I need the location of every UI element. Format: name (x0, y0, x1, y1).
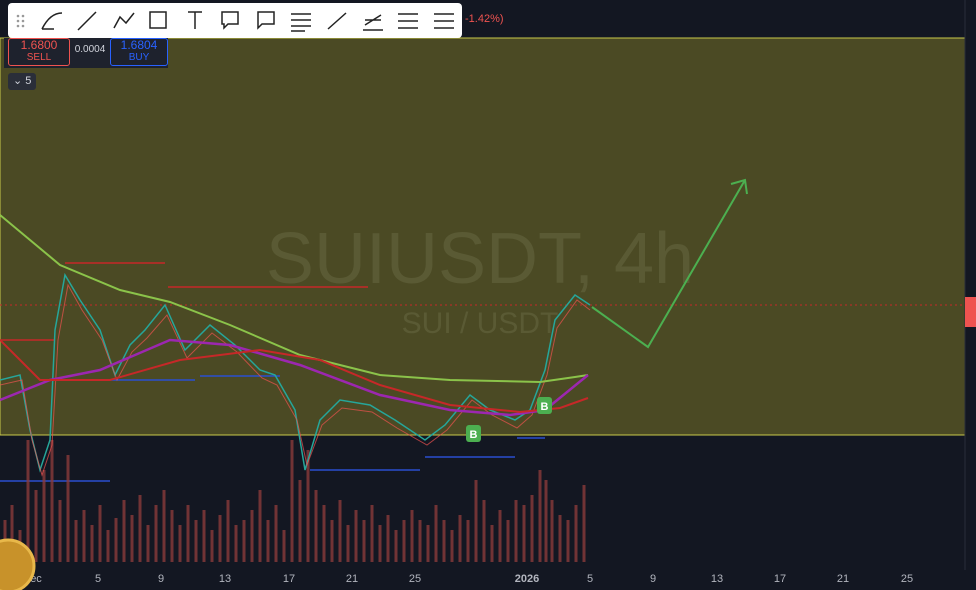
x-tick-label: 5 (587, 573, 593, 585)
trade-panel: 1.6800 SELL 0.0004 1.6804 BUY (4, 38, 168, 68)
buy-button[interactable]: 1.6804 BUY (110, 38, 168, 66)
x-tick-label: 21 (346, 573, 358, 585)
price-down (0, 283, 591, 477)
projection-arrow (591, 179, 746, 349)
x-tick-label: 21 (837, 573, 849, 585)
price-tag (965, 297, 976, 327)
volume (3, 440, 586, 562)
path-tool[interactable] (113, 12, 135, 29)
comment-tool[interactable] (257, 11, 275, 30)
drag-handle[interactable] (16, 14, 25, 28)
coin-icon (0, 538, 36, 590)
watermark-symbol: SUIUSDT, 4h (266, 219, 694, 299)
ma-fast (0, 339, 589, 414)
x-tick-label: 9 (650, 573, 656, 585)
text-tool[interactable] (188, 11, 202, 29)
interval-label: 5 (25, 75, 32, 87)
buy-label: BUY (128, 52, 150, 63)
ma-mid (0, 338, 589, 417)
x-tick-label: 13 (711, 573, 723, 585)
arrow-head (730, 178, 748, 195)
watermark-pair: SUI / USDT (402, 307, 559, 340)
levels-tool[interactable] (398, 13, 418, 29)
x-tick-label: 17 (774, 573, 786, 585)
ray-tool[interactable] (327, 12, 347, 30)
brush-tool[interactable] (41, 12, 63, 30)
x-tick-label: 5 (95, 573, 101, 585)
x-tick-label: 2026 (515, 573, 539, 585)
x-axis: ec 5 9 13 17 21 25 2026 5 9 13 17 21 25 (30, 573, 913, 585)
x-tick-label: 13 (219, 573, 231, 585)
rectangle-tool[interactable] (149, 11, 167, 29)
x-tick-label: 25 (409, 573, 421, 585)
text-lines-tool[interactable] (291, 13, 311, 32)
line-tool[interactable] (77, 11, 97, 31)
signal-label: B (541, 401, 549, 413)
zone (0, 37, 966, 436)
signal-badge (537, 397, 552, 414)
interval-toggle[interactable]: ⌄ 5 (8, 73, 36, 90)
buy-price: 1.6804 (120, 38, 158, 52)
x-tick-label: 9 (158, 573, 164, 585)
channel-tool[interactable] (434, 13, 454, 29)
sell-price: 1.6800 (20, 38, 58, 52)
sell-button[interactable]: 1.6800 SELL (8, 38, 70, 66)
fib-tool[interactable] (363, 14, 383, 31)
x-tick-label: 17 (283, 573, 295, 585)
sell-label: SELL (26, 52, 52, 63)
toolbar-icons (16, 11, 454, 32)
ma-slow (0, 214, 589, 384)
spread: 0.0004 (74, 44, 106, 55)
callout-tool[interactable] (221, 11, 239, 30)
levels (0, 262, 965, 482)
signal-badge (466, 425, 481, 442)
x-tick-label: 25 (901, 573, 913, 585)
header-change: -1.42%) (465, 13, 504, 25)
signal-label: B (470, 429, 478, 441)
drawing-toolbar (8, 3, 462, 38)
